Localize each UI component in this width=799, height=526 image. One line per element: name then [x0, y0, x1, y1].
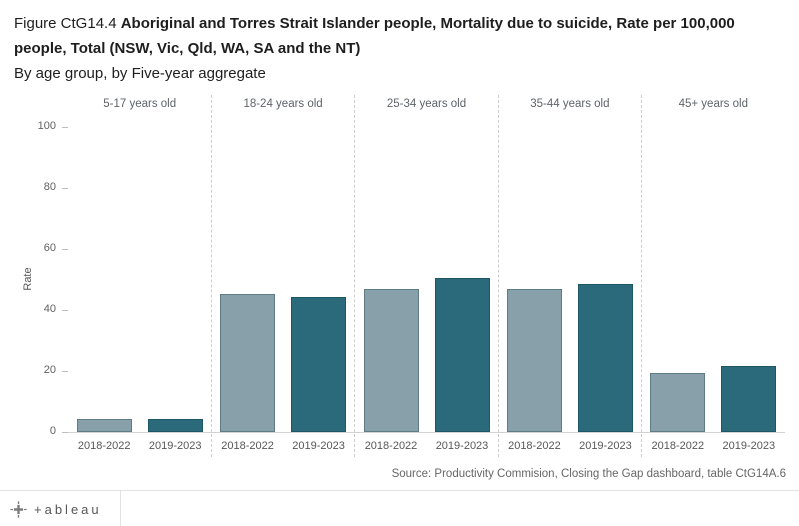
bar-chart: Rate 0 20 40 60 80 100 5-17 years old 2018-202…: [0, 95, 799, 465]
x-axis-baseline: [68, 432, 785, 433]
footer-toolbar: +ableau: [0, 490, 799, 526]
x-axis-label: 2019-2023: [435, 440, 489, 452]
panel-separator: [354, 95, 356, 457]
chart-subtitle: By age group, by Five-year aggregate: [14, 65, 266, 82]
plot-area: 5-17 years old 2018-2022 2019-2023 18-24 ye…: [62, 95, 785, 465]
footer-divider: [120, 491, 121, 526]
x-axis-label: 2019-2023: [148, 440, 202, 452]
tableau-wordmark: +ableau: [34, 501, 102, 517]
x-axis-label: 2018-2022: [77, 440, 131, 452]
x-axis-label: 2019-2023: [579, 440, 632, 452]
x-axis-label: 2018-2022: [651, 440, 705, 452]
bar-18-24-years-old-2018-2022[interactable]: [220, 293, 276, 432]
panel-header: 35-44 years old: [530, 98, 610, 110]
x-axis-label: 2018-2022: [508, 440, 561, 452]
y-tick-mark: [62, 248, 68, 250]
x-axis-label: 2019-2023: [722, 440, 776, 452]
title-main: Aboriginal and Torres Strait Islander pe…: [14, 15, 735, 57]
y-tick-mark: [62, 126, 68, 128]
y-tick-mark: [62, 309, 68, 311]
bar-18-24-years-old-2019-2023[interactable]: [291, 297, 347, 432]
bar-35-44-years-old-2019-2023[interactable]: [577, 284, 633, 432]
x-axis-label: 2018-2022: [221, 440, 274, 452]
bar-45+-years-old-2018-2022[interactable]: [650, 372, 706, 432]
y-axis: 0 20 40 60 80 100: [0, 95, 68, 465]
y-tick-label: 0: [49, 425, 56, 437]
y-tick-label: 20: [43, 364, 56, 376]
y-tick-mark: [62, 431, 68, 433]
y-tick-label: 60: [43, 242, 56, 254]
x-axis-label: 2019-2023: [292, 440, 345, 452]
y-tick-mark: [62, 370, 68, 372]
y-tick-mark: [62, 187, 68, 189]
y-tick-label: 100: [37, 120, 56, 132]
panel-header: 45+ years old: [678, 98, 748, 110]
tableau-logo-icon: [10, 500, 27, 518]
bar-45+-years-old-2019-2023[interactable]: [721, 365, 777, 432]
panel-header: 5-17 years old: [103, 98, 177, 110]
panel-header: 25-34 years old: [386, 98, 467, 110]
panel-separator: [641, 95, 643, 457]
bar-25-34-years-old-2018-2022[interactable]: [363, 288, 419, 432]
y-tick-label: 80: [43, 181, 56, 193]
panel-separator: [210, 95, 212, 457]
source-note: Source: Productivity Commision, Closing …: [391, 468, 786, 480]
bar-5-17-years-old-2018-2022[interactable]: [76, 418, 132, 432]
y-tick-label: 40: [43, 303, 56, 315]
title-prefix: Figure CtG14.4: [14, 15, 121, 32]
bar-5-17-years-old-2019-2023[interactable]: [147, 418, 203, 432]
bar-35-44-years-old-2018-2022[interactable]: [506, 288, 562, 432]
bar-25-34-years-old-2019-2023[interactable]: [434, 278, 490, 432]
chart-title-block: Figure CtG14.4 Aboriginal and Torres Str…: [14, 11, 766, 86]
panel-separator: [497, 95, 499, 457]
tableau-logo[interactable]: +ableau: [10, 491, 102, 526]
panel-header: 18-24 years old: [243, 98, 323, 110]
x-axis-label: 2018-2022: [364, 440, 418, 452]
